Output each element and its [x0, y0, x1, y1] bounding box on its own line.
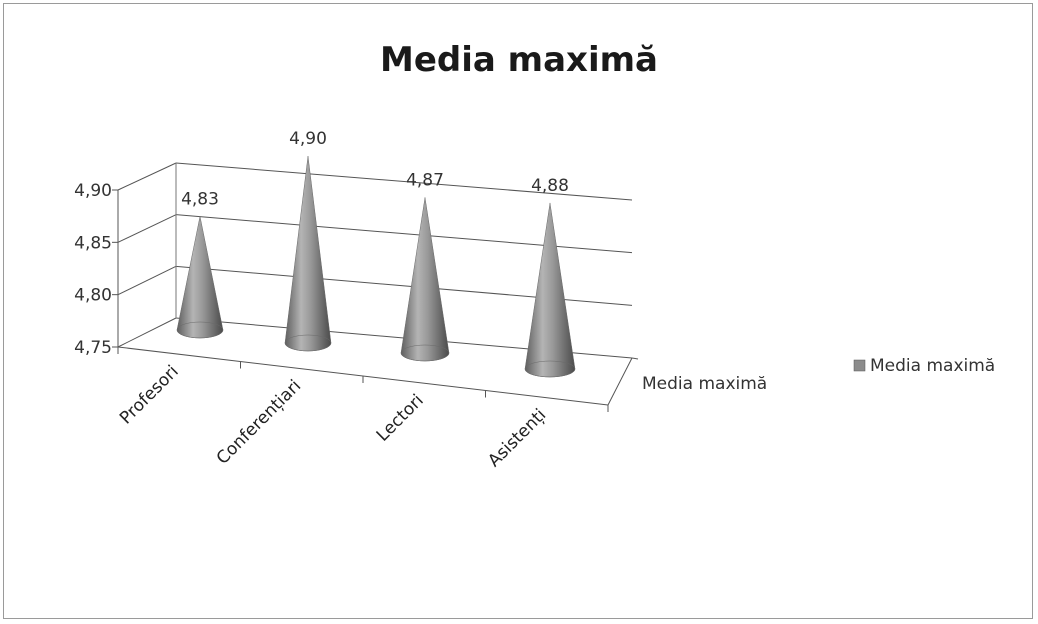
gridline-side [117, 317, 177, 348]
depth-axis-line [607, 357, 633, 406]
data-label: 4,90 [289, 129, 327, 149]
cone-profesori [176, 216, 224, 339]
category-label: Asistenți [484, 405, 550, 471]
cone-base [176, 321, 224, 339]
data-label: 4,87 [406, 170, 444, 190]
chart-title: Media maximă [380, 40, 658, 80]
category-label: Profesori [116, 362, 183, 429]
cone-conferențiari [284, 155, 332, 352]
y-tick-label: 4,75 [74, 338, 112, 358]
y-tick-label: 4,90 [74, 181, 112, 201]
legend-label: Media maximă [870, 356, 995, 376]
gridline-side [117, 214, 177, 243]
chart-frame [3, 3, 1033, 619]
cone-body [284, 155, 332, 352]
y-tick-label: 4,80 [74, 286, 112, 306]
cone-base [400, 344, 450, 362]
gridline-side [117, 265, 177, 296]
depth-axis-label: Media maximă [642, 374, 767, 394]
category-label: Lectori [373, 391, 428, 446]
gridline-back [175, 162, 633, 201]
y-tick-label: 4,85 [74, 233, 112, 253]
cone-body [176, 216, 224, 339]
gridline-back [175, 214, 633, 254]
cone-lectori [400, 197, 450, 362]
cone-base [284, 334, 332, 352]
data-label: 4,83 [181, 189, 219, 209]
category-label: Conferențiari [213, 376, 306, 469]
cone-body [400, 197, 450, 362]
cone-base [524, 360, 576, 378]
legend-swatch [853, 359, 866, 372]
cone-asistenți [524, 202, 576, 378]
depth-tick-mark [631, 357, 639, 360]
cone-body [524, 202, 576, 378]
data-label: 4,88 [531, 176, 569, 196]
gridline-side [117, 162, 177, 191]
